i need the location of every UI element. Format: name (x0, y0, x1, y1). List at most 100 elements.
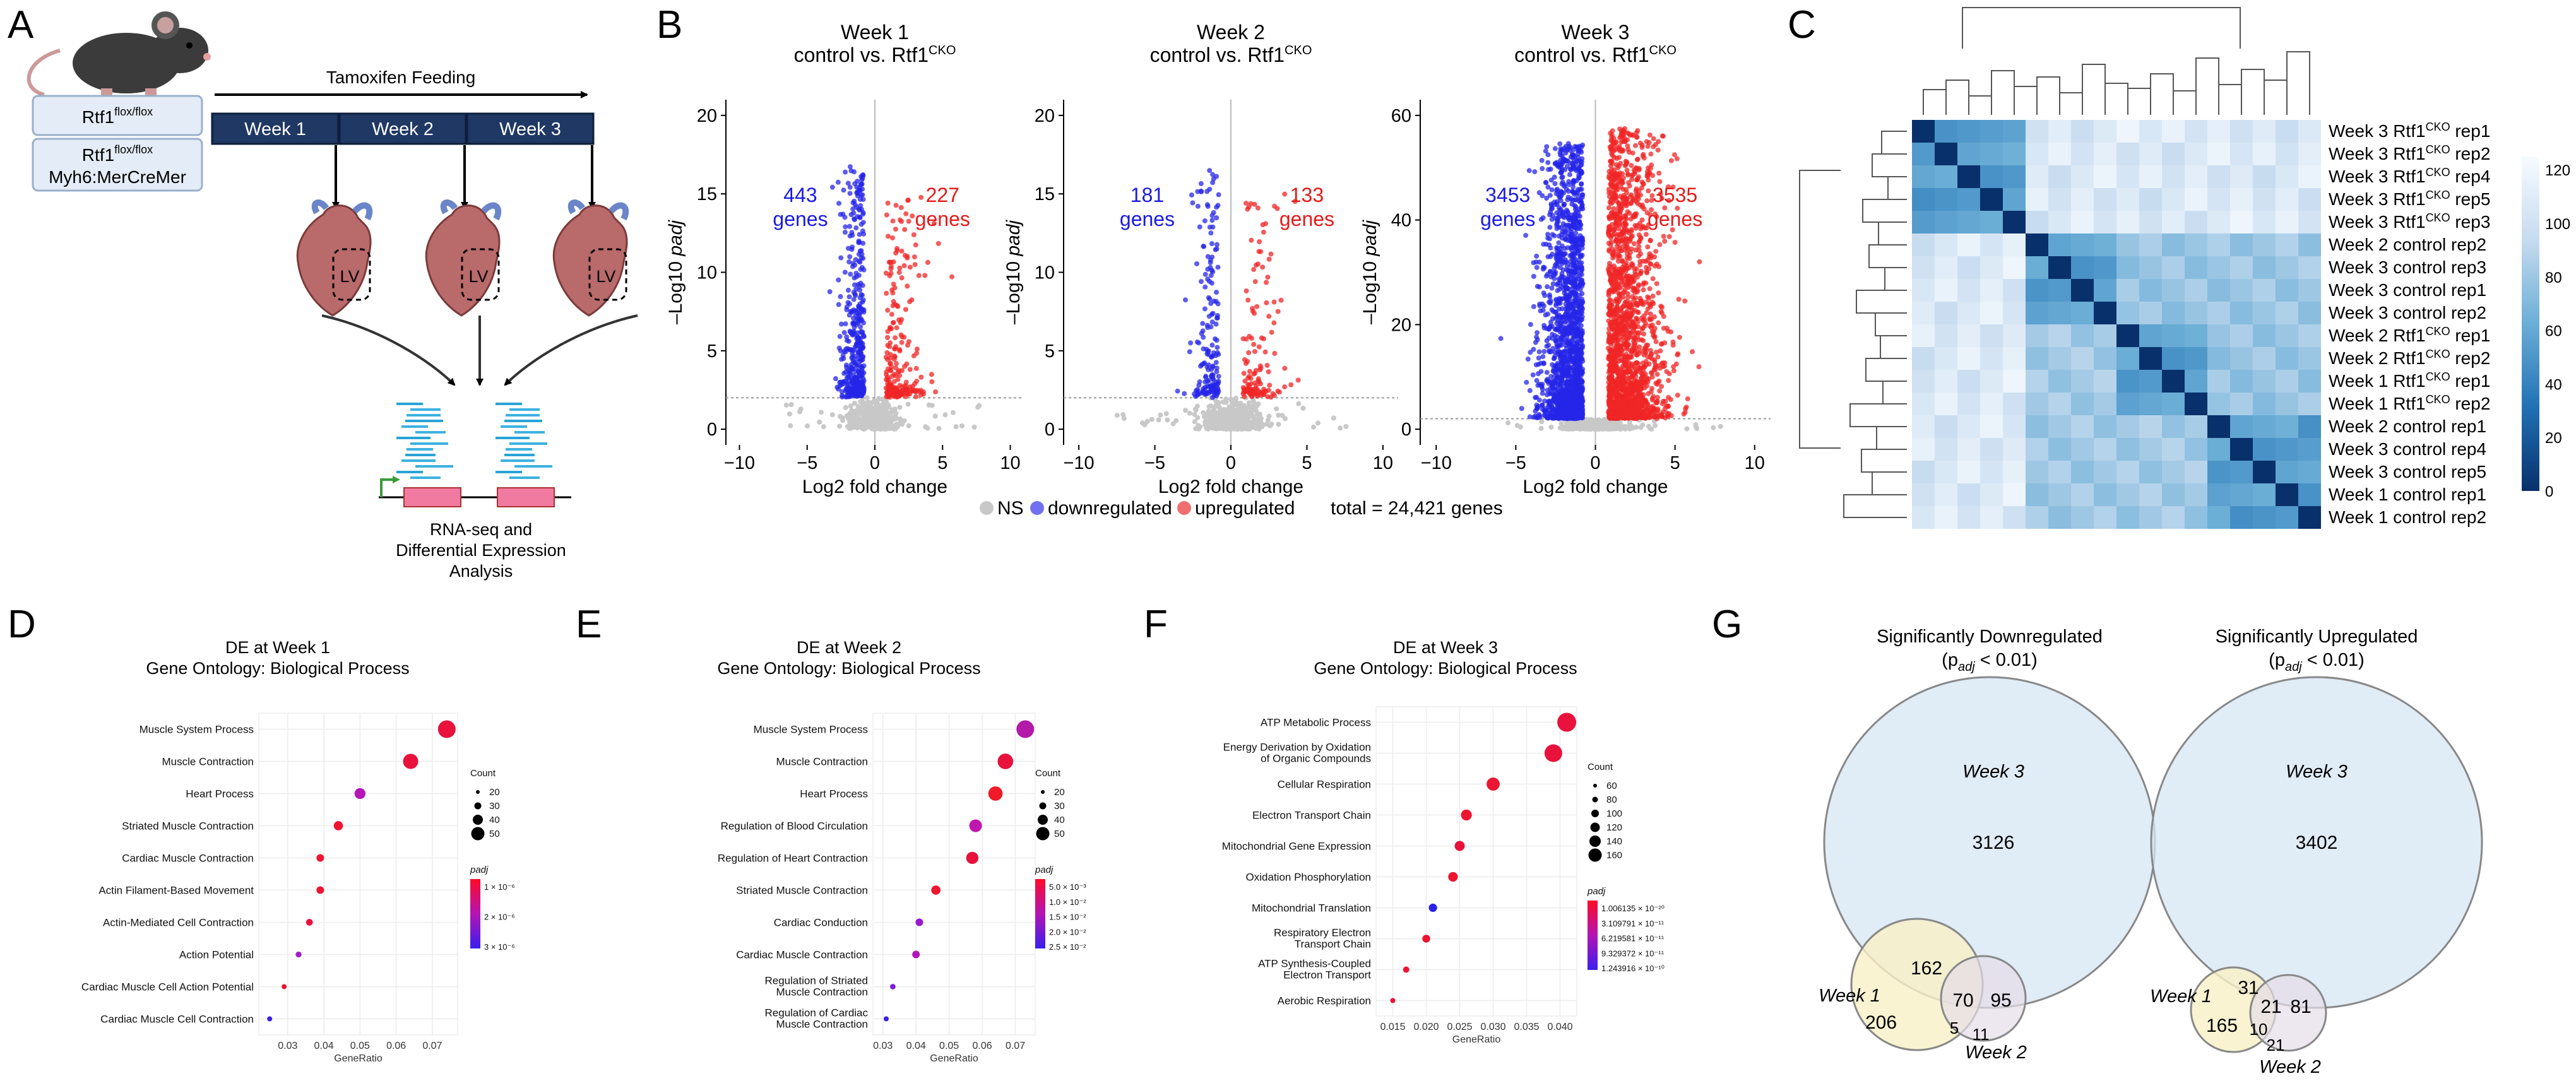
down-point (1534, 330, 1540, 336)
panel-label-a: A (8, 3, 34, 47)
lv-box (588, 248, 627, 301)
up-point (890, 290, 896, 296)
x-tick-label: −5 (1144, 453, 1165, 473)
heart-icon: LV (425, 199, 502, 317)
up-point (906, 218, 911, 224)
down-point (1553, 309, 1558, 315)
down-point (1536, 190, 1542, 196)
y-tick-label: 10 (1035, 263, 1055, 283)
down-point (1572, 269, 1577, 275)
down-point (1579, 156, 1585, 162)
ns-point (926, 402, 932, 408)
down-point (1195, 389, 1201, 394)
ns-point (1633, 424, 1639, 430)
down-point (860, 329, 865, 334)
down-point (1538, 216, 1544, 222)
down-point (1570, 302, 1576, 308)
up-point (1282, 365, 1288, 371)
down-point (848, 168, 854, 174)
down-point (1553, 300, 1559, 306)
up-point (1242, 394, 1247, 399)
down-point (1188, 340, 1194, 346)
up-point (1295, 377, 1301, 383)
down-point (1579, 314, 1585, 319)
down-point (850, 378, 855, 384)
y-tick-label: 5 (1045, 341, 1055, 362)
down-point (852, 374, 858, 380)
down-point (1216, 192, 1221, 198)
up-point (1246, 350, 1252, 355)
down-point (1208, 230, 1214, 236)
down-point (1198, 180, 1204, 186)
down-point (1569, 196, 1574, 201)
panel-label-e: E (576, 603, 602, 646)
ns-point (870, 411, 876, 416)
up-point (1261, 229, 1266, 235)
down-point (1209, 218, 1215, 223)
down-point (1183, 297, 1189, 303)
ns-point (1225, 418, 1230, 423)
down-point (842, 230, 848, 235)
down-point (1577, 213, 1582, 219)
up-point (1643, 232, 1649, 237)
ns-point (1599, 421, 1605, 427)
down-point (1212, 336, 1218, 342)
down-point (1559, 235, 1565, 241)
up-point (1269, 329, 1274, 335)
down-point (1548, 177, 1554, 183)
down-point (841, 187, 846, 193)
genotype-cko-box (32, 138, 203, 192)
up-point (914, 350, 920, 356)
down-point (1530, 372, 1536, 378)
ns-point (1584, 423, 1589, 429)
down-point (1534, 378, 1540, 384)
down-point (851, 210, 857, 216)
up-point (1255, 205, 1261, 211)
down-point (838, 255, 844, 261)
up-point (1249, 336, 1255, 341)
ns-point (1252, 422, 1258, 427)
up-point (929, 379, 935, 384)
down-point (1199, 279, 1204, 285)
down-point (860, 210, 866, 216)
down-point (1560, 282, 1566, 288)
up-point (913, 394, 919, 399)
ns-point (1183, 408, 1189, 413)
volcano-points (783, 164, 982, 432)
down-point (1547, 324, 1553, 330)
down-point (1541, 303, 1546, 309)
volcano-points (1114, 168, 1349, 432)
down-point (1215, 264, 1221, 270)
down-point (1207, 296, 1213, 302)
down-point (1540, 266, 1546, 272)
down-point (860, 220, 866, 225)
down-point (1204, 351, 1210, 357)
up-point (901, 263, 907, 269)
down-point (849, 309, 855, 314)
down-point (1202, 218, 1208, 223)
x-axis-label: Log2 fold change (1522, 476, 1668, 497)
down-point (1536, 284, 1542, 290)
down-point (1573, 230, 1579, 236)
volcano-title: Week 3 (1562, 21, 1630, 44)
down-point (855, 189, 860, 194)
down-point (1553, 191, 1559, 196)
down-point (1570, 338, 1576, 343)
down-point (1577, 371, 1583, 377)
y-axis-label: –Log10 padj (665, 220, 686, 325)
down-point (1557, 353, 1563, 358)
down-point (1544, 415, 1550, 420)
down-point (1214, 246, 1220, 252)
down-point (851, 297, 857, 302)
down-point (1578, 323, 1584, 329)
down-point (1559, 271, 1565, 276)
up-point (912, 262, 918, 268)
down-point (1574, 168, 1579, 174)
down-point (1531, 274, 1536, 280)
down-point (857, 287, 863, 293)
down-point (1205, 324, 1211, 330)
ns-point (905, 401, 911, 407)
down-point (1556, 276, 1562, 282)
ns-point (906, 423, 911, 428)
